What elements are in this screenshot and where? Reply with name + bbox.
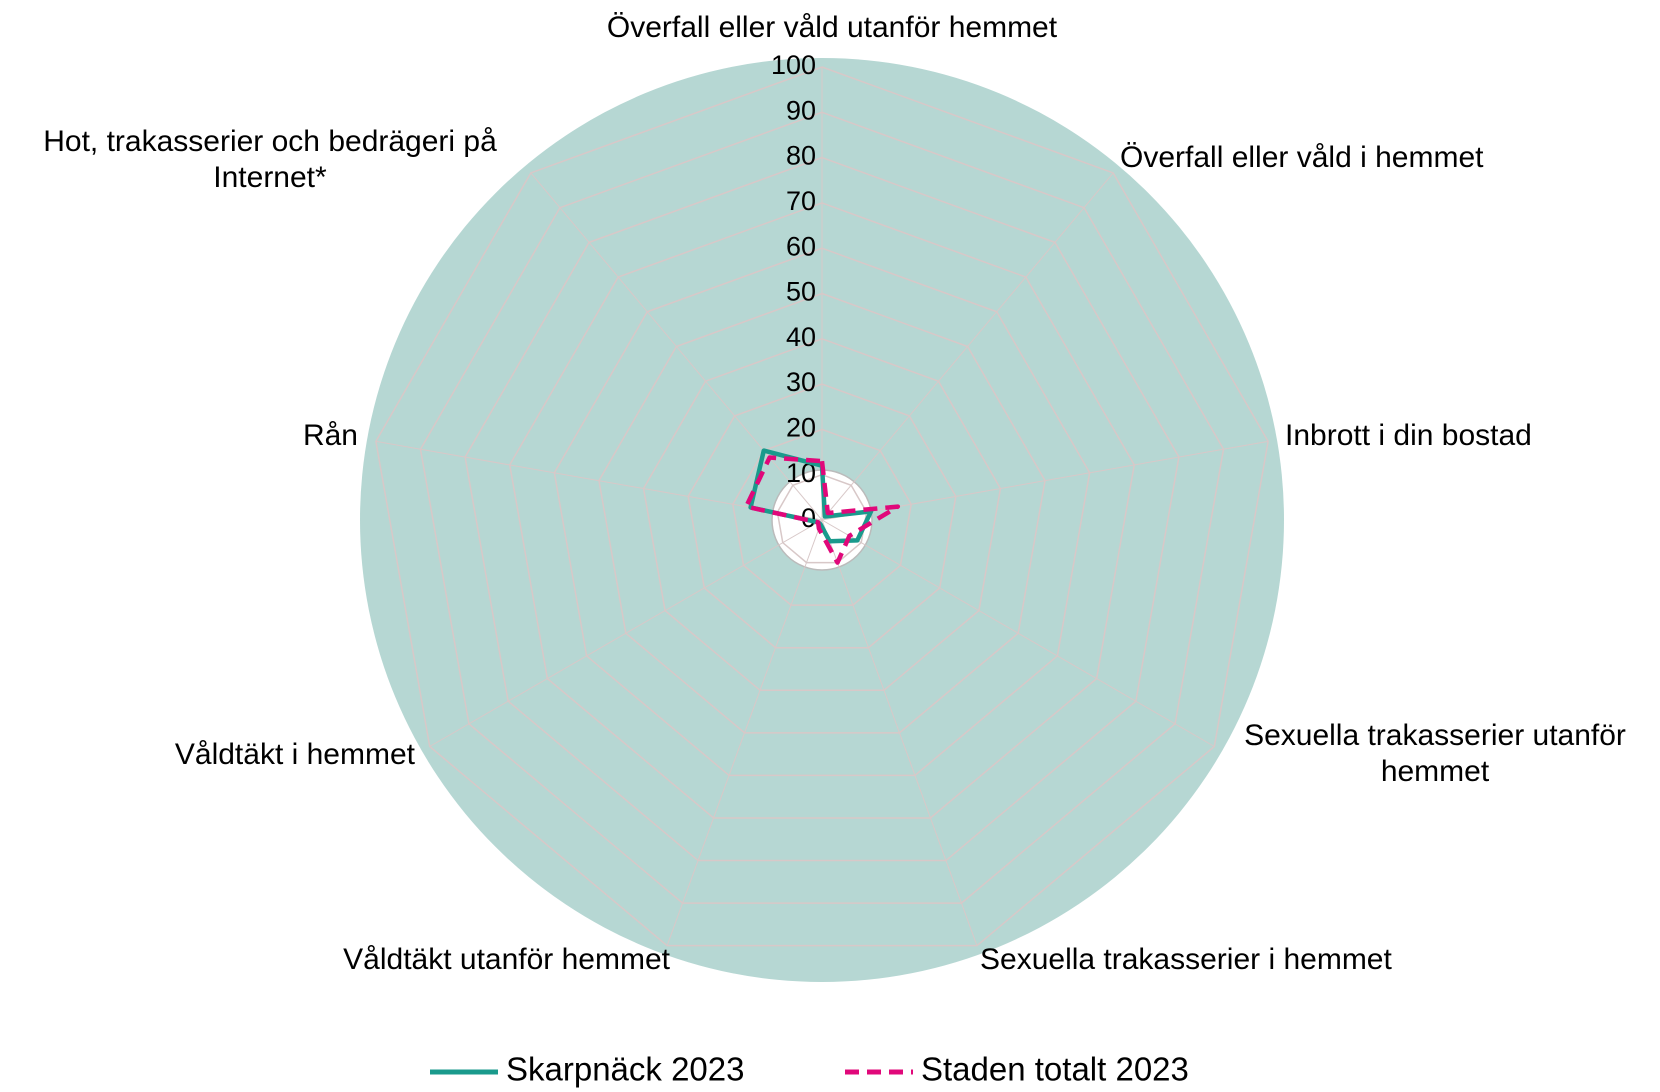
spoke [375, 440, 823, 521]
y-tick-label: 50 [786, 277, 816, 307]
category-label: Våldtäkt i hemmet [174, 738, 415, 771]
y-tick-label: 40 [786, 322, 816, 352]
category-label: Överfall eller våld i hemmet [1120, 141, 1484, 174]
y-tick-label: 100 [771, 50, 816, 80]
y-tick-label: 30 [786, 367, 816, 397]
spoke [821, 519, 1215, 747]
grid-line [731, 428, 913, 606]
legend-label: Skarpnäck 2023 [506, 1051, 745, 1088]
spoke [530, 172, 823, 521]
y-tick-label: 80 [786, 141, 816, 171]
category-label: Rån [302, 419, 358, 452]
y-tick-label: 90 [786, 95, 816, 125]
category-label: Våldtäkt utanför hemmet [343, 943, 670, 976]
y-tick-label: 60 [786, 231, 816, 261]
grid-line [776, 473, 868, 564]
category-label: Överfall eller våld utanför hemmet [606, 11, 1058, 44]
grid-line [553, 247, 1091, 777]
grid-line [687, 383, 957, 649]
grid-line [464, 156, 1180, 862]
y-tick-label: 20 [786, 413, 816, 443]
legend-label: Staden totalt 2023 [921, 1051, 1189, 1088]
y-tick-label: 70 [786, 186, 816, 216]
spoke [429, 519, 823, 747]
spoke [821, 172, 1114, 521]
category-label: Hot, trakasserier och bedrägeri på Inter… [43, 125, 497, 194]
grid-line [598, 292, 1046, 734]
grid-line [642, 338, 1002, 692]
spoke [666, 519, 823, 946]
grid-line [375, 66, 1269, 947]
category-label: Sexuella trakasserier i hemmet [980, 943, 1392, 976]
spoke [821, 519, 978, 946]
category-label: Sexuella trakasserier utanför hemmet [1244, 719, 1626, 788]
grid-line [419, 111, 1225, 904]
series-line [743, 455, 901, 565]
grid-line [508, 202, 1136, 819]
category-label: Inbrott i din bostad [1285, 419, 1532, 452]
